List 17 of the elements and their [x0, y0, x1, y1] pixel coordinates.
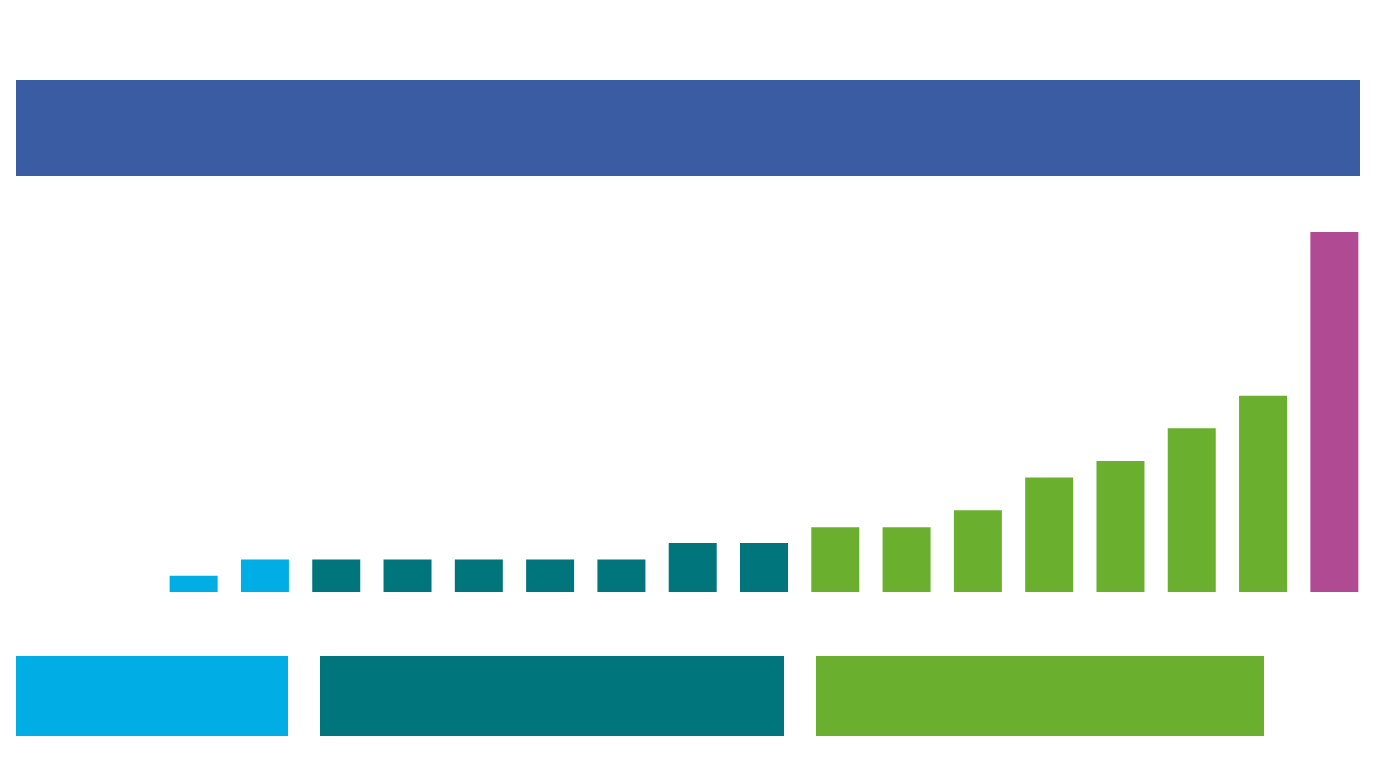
bar — [1310, 232, 1359, 592]
bar — [526, 559, 575, 592]
bar — [312, 559, 361, 592]
bar — [383, 559, 432, 592]
bar — [953, 510, 1002, 592]
bar — [1239, 395, 1288, 592]
bar — [668, 543, 717, 592]
bar — [1167, 428, 1216, 592]
bar — [454, 559, 503, 592]
bar — [240, 559, 289, 592]
bar — [811, 527, 860, 592]
bar — [1025, 477, 1074, 592]
bar — [597, 559, 646, 592]
bar — [740, 543, 788, 592]
bar — [1096, 460, 1145, 592]
bar — [882, 527, 931, 592]
bar — [169, 575, 218, 592]
